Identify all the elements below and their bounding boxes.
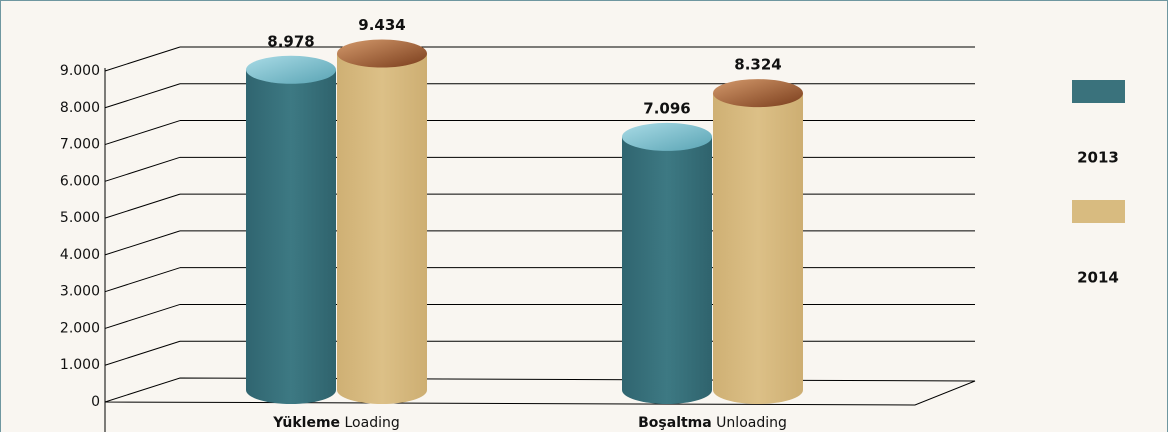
grid-line — [104, 193, 181, 219]
value-label: 8.978 — [267, 32, 314, 50]
grid-line — [104, 120, 181, 146]
grid-line — [104, 267, 181, 293]
cylinder-body — [713, 93, 803, 404]
y-tick-label: 2.000 — [60, 320, 100, 336]
y-tick-label: 1.000 — [60, 357, 100, 373]
y-tick-label: 6.000 — [60, 173, 100, 189]
grid-line — [104, 46, 181, 72]
y-tick-label: 8.000 — [60, 100, 100, 116]
x-tick-word: Loading — [340, 415, 400, 431]
cylinder-body — [337, 53, 427, 404]
legend-label: 2014 — [1077, 269, 1119, 287]
cylinder-top — [713, 79, 803, 108]
cylinder-top — [337, 39, 427, 68]
legend-swatch — [1072, 200, 1125, 223]
grid-line — [104, 340, 181, 366]
x-tick-word: Boşaltma — [638, 415, 712, 431]
cylinder-body — [246, 69, 336, 404]
x-tick-word: Unloading — [712, 415, 787, 431]
y-tick-label: 5.000 — [60, 210, 100, 226]
bar — [337, 39, 427, 404]
bar — [246, 55, 336, 404]
x-tick-label: Yükleme Loading — [272, 415, 399, 431]
y-tick-label: 7.000 — [60, 137, 100, 153]
grid-line — [104, 156, 181, 182]
value-label: 8.324 — [734, 56, 781, 74]
cylinder-top — [246, 55, 336, 84]
grid-line — [104, 83, 181, 109]
legend-swatch — [1072, 80, 1125, 103]
cylinder-body — [622, 136, 712, 404]
x-tick-label: Boşaltma Unloading — [638, 415, 787, 431]
y-tick-label: 0 — [91, 394, 100, 410]
grid-line — [104, 230, 181, 256]
value-label: 7.096 — [643, 99, 690, 117]
y-tick-label: 3.000 — [60, 284, 100, 300]
legend-label: 2013 — [1077, 149, 1119, 167]
y-tick-label: 9.000 — [60, 63, 100, 79]
cylinder-top — [622, 122, 712, 151]
x-tick-word: Yükleme — [272, 415, 340, 431]
floor — [104, 377, 976, 406]
bar — [622, 122, 712, 404]
grid-line — [104, 303, 181, 329]
value-label: 9.434 — [358, 16, 405, 34]
y-tick-label: 4.000 — [60, 247, 100, 263]
bar — [713, 79, 803, 404]
